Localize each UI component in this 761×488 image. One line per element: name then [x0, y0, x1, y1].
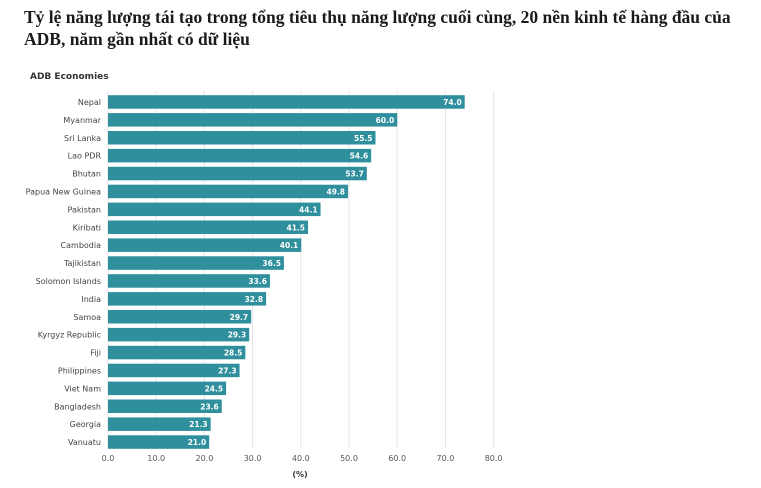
- category-label: Kyrgyz Republic: [38, 331, 101, 340]
- x-tick-label: 40.0: [292, 454, 310, 463]
- category-label: Solomon Islands: [36, 277, 101, 286]
- x-axis-label: (%): [292, 470, 307, 479]
- x-tick-label: 80.0: [485, 454, 503, 463]
- data-label: 32.8: [245, 295, 264, 304]
- category-label: Viet Nam: [64, 384, 101, 393]
- bar: [108, 166, 367, 181]
- category-label: Myanmar: [63, 116, 101, 125]
- bar: [108, 345, 246, 360]
- bar: [108, 95, 465, 109]
- bar: [108, 220, 309, 234]
- bar: [108, 363, 240, 378]
- x-tick-label: 60.0: [388, 454, 406, 463]
- category-label: Pakistan: [68, 205, 102, 214]
- bar: [108, 417, 211, 431]
- category-label: Bangladesh: [54, 402, 101, 411]
- x-tick-label: 50.0: [340, 454, 358, 463]
- bar: [108, 399, 222, 413]
- category-label: India: [81, 295, 101, 304]
- bar: [108, 381, 227, 396]
- bar: [108, 184, 349, 199]
- bar: [108, 435, 210, 449]
- bar-layer: [108, 95, 465, 449]
- data-label: 36.5: [262, 259, 281, 268]
- category-label: Nepal: [78, 98, 101, 107]
- bar: [108, 113, 398, 127]
- category-label: Kiribati: [73, 223, 101, 232]
- bar: [108, 256, 284, 270]
- data-label: 55.5: [354, 134, 373, 143]
- data-label: 54.6: [350, 152, 369, 161]
- data-label: 28.5: [224, 349, 243, 358]
- data-label: 23.6: [200, 402, 219, 411]
- data-label: 29.7: [230, 313, 249, 322]
- data-label: 49.8: [327, 187, 346, 196]
- label-layer: 0.0 10.0 20.0 30.0 40.0 50.0 60.0 70.0 80.0 Nepal…: [26, 98, 503, 463]
- data-label: 60.0: [376, 116, 395, 125]
- data-label: 40.1: [280, 241, 299, 250]
- x-tick-label: 70.0: [436, 454, 454, 463]
- data-label: 33.6: [248, 277, 267, 286]
- chart-subtitle: ADB Economies: [30, 72, 109, 82]
- data-label: 24.5: [205, 384, 224, 393]
- category-label: Lao PDR: [68, 152, 102, 161]
- data-label: 29.3: [228, 331, 247, 340]
- bar: [108, 310, 252, 324]
- x-tick-label: 0.0: [102, 454, 115, 463]
- category-label: Bhutan: [72, 170, 101, 179]
- category-label: Fiji: [90, 349, 101, 358]
- category-label: Papua New Guinea: [26, 187, 101, 196]
- data-label: 27.3: [218, 366, 237, 375]
- category-label: Georgia: [70, 420, 101, 429]
- page-title: Tỷ lệ năng lượng tái tạo trong tổng tiêu…: [24, 7, 731, 49]
- category-label: Vanuatu: [68, 438, 101, 447]
- data-label: 53.7: [345, 170, 364, 179]
- category-label: Tajikistan: [63, 259, 101, 268]
- data-label: 41.5: [287, 223, 306, 232]
- category-label: Cambodia: [61, 241, 102, 250]
- data-label: 44.1: [299, 205, 318, 214]
- bar: [108, 202, 321, 217]
- category-label: Sri Lanka: [64, 134, 101, 143]
- bar: [108, 131, 376, 145]
- category-label: Samoa: [73, 313, 101, 322]
- bar: [108, 292, 267, 306]
- x-tick-label: 30.0: [244, 454, 262, 463]
- data-label: 21.3: [189, 420, 208, 429]
- x-tick-label: 20.0: [195, 454, 213, 463]
- data-label: 21.0: [188, 438, 207, 447]
- x-tick-label: 10.0: [147, 454, 165, 463]
- category-label: Philippines: [58, 366, 101, 375]
- bar: [108, 274, 270, 288]
- bar: [108, 238, 302, 252]
- bar: [108, 148, 372, 163]
- bar: [108, 327, 250, 342]
- data-label: 74.0: [443, 98, 462, 107]
